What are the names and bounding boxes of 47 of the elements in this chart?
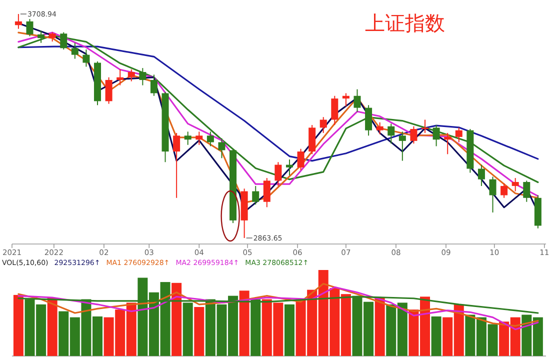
candlestick <box>523 180 530 202</box>
candlestick <box>512 178 519 192</box>
candlestick <box>455 127 462 143</box>
candlestick <box>489 176 496 213</box>
bar <box>431 316 442 356</box>
candlestick <box>388 123 395 144</box>
candlestick <box>218 138 226 159</box>
candlestick <box>184 131 192 146</box>
candlestick <box>139 68 146 86</box>
candlestick <box>308 124 316 155</box>
bar <box>284 304 294 356</box>
candlestick <box>320 116 327 134</box>
candlestick <box>286 158 293 176</box>
bar <box>239 290 250 356</box>
candlestick <box>297 148 304 171</box>
bar <box>47 298 58 356</box>
candlestick <box>342 92 350 107</box>
candlestick <box>432 124 440 147</box>
bar <box>374 298 385 356</box>
candlestick <box>48 32 56 42</box>
candlestick <box>196 131 203 146</box>
candlestick <box>376 122 384 135</box>
candlestick <box>365 104 372 136</box>
candlestick <box>500 182 508 198</box>
chart-title: 上证指数 <box>365 11 445 35</box>
candlestick <box>274 162 282 186</box>
candlestick <box>444 132 452 155</box>
candlestick <box>128 68 135 82</box>
candlestick <box>354 88 361 112</box>
bar <box>172 282 182 356</box>
candlestick <box>71 42 78 60</box>
candlestick <box>478 164 485 186</box>
candlestick <box>252 185 260 206</box>
candlestick <box>105 76 112 104</box>
candlestick <box>422 119 429 134</box>
candlestick <box>150 74 158 96</box>
candlestick <box>206 131 214 147</box>
candlestick <box>82 48 90 68</box>
candlestick <box>263 178 270 208</box>
bar <box>13 294 24 356</box>
candlestick <box>26 18 34 37</box>
candlestick <box>173 132 180 198</box>
candlestick <box>398 131 406 162</box>
candlestick <box>116 68 124 86</box>
candlestick <box>331 95 338 126</box>
candlestick <box>410 126 418 144</box>
bar <box>194 306 204 356</box>
